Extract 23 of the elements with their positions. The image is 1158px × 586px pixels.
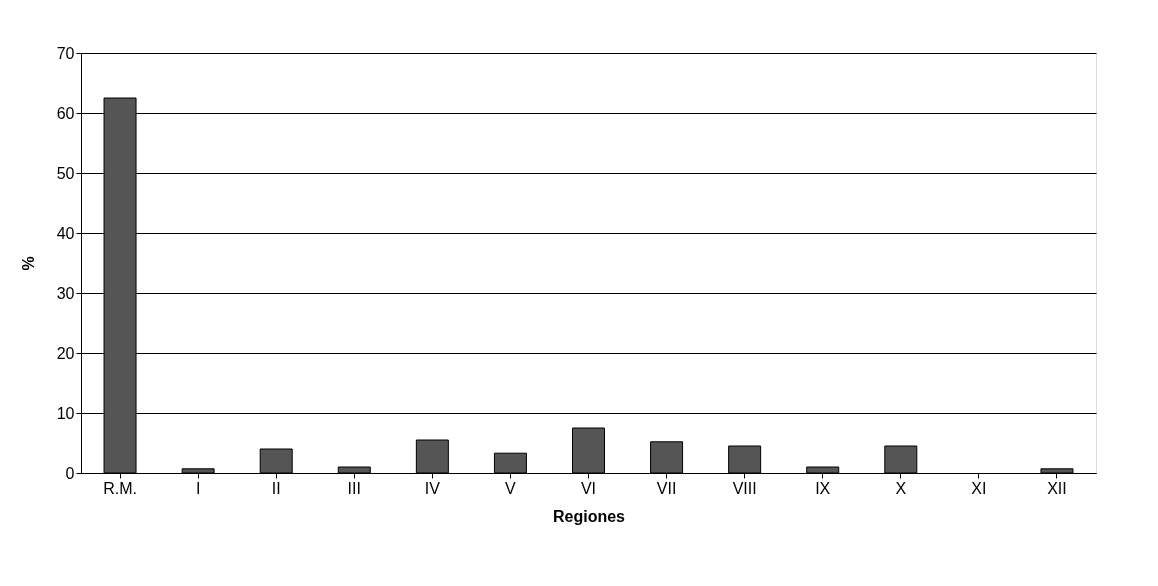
x-tick-label: III: [347, 479, 361, 497]
y-tick-label: 10: [56, 404, 75, 422]
y-tick-label: 40: [56, 224, 75, 242]
x-tick-label: XII: [1047, 479, 1067, 497]
y-tick-label: 60: [56, 104, 75, 122]
x-tick-label: XI: [971, 479, 987, 497]
x-tick-label: VII: [656, 479, 677, 497]
x-tick-label: VI: [580, 479, 597, 497]
x-tick-label: VIII: [732, 479, 757, 497]
x-tick-label: I: [195, 479, 201, 497]
x-tick-label: V: [505, 479, 517, 497]
x-axis-title: Regiones: [552, 507, 626, 525]
x-tick-label: X: [895, 479, 907, 497]
y-tick-label: 30: [56, 284, 75, 302]
x-tick-label: IX: [815, 479, 831, 497]
x-tick-label: IV: [424, 479, 441, 497]
x-tick-label: II: [271, 479, 281, 497]
y-tick-label: 50: [56, 164, 75, 182]
y-axis-title: %: [19, 256, 37, 271]
y-tick-label: 20: [56, 344, 75, 362]
x-tick-label: R.M.: [103, 479, 137, 497]
y-tick-label: 70: [56, 44, 75, 62]
y-tick-label: 0: [65, 464, 75, 482]
